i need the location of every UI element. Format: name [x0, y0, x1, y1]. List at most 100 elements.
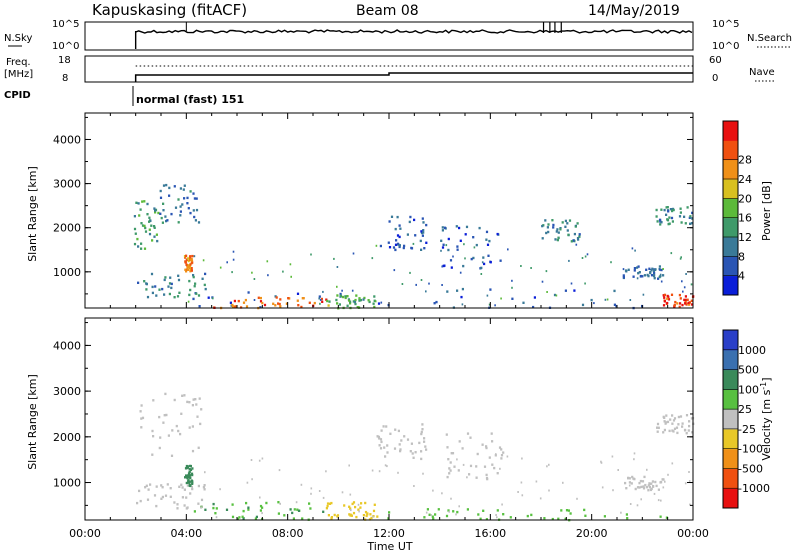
echo-cell — [660, 499, 662, 502]
colorbar-tick-label: 1000 — [738, 344, 766, 357]
echo-cell — [359, 506, 362, 509]
echo-cell — [678, 293, 681, 297]
echo-cell — [278, 302, 281, 306]
echo-cell — [186, 266, 189, 269]
echo-cell — [610, 261, 612, 264]
echo-cell — [656, 426, 659, 429]
echo-cell — [533, 296, 536, 299]
echo-cell — [669, 208, 672, 211]
echo-cell — [655, 484, 658, 488]
echo-cell — [352, 252, 355, 255]
echo-cell — [187, 257, 190, 260]
echo-cell — [292, 517, 295, 520]
echo-cell — [459, 271, 462, 274]
echo-cell — [197, 446, 200, 449]
echo-cell — [441, 284, 443, 286]
echo-cell — [155, 294, 158, 297]
echo-cell — [455, 225, 458, 228]
echo-cell — [547, 223, 550, 226]
echo-cell — [680, 256, 682, 259]
echo-cell — [421, 423, 424, 426]
echo-cell — [355, 515, 358, 519]
echo-cell — [409, 271, 411, 274]
cpid-label: CPID — [4, 90, 31, 101]
echo-cell — [133, 215, 136, 218]
echo-cell — [196, 415, 199, 418]
y-tick-label: 2000 — [53, 222, 81, 235]
echo-cell — [181, 203, 184, 206]
echo-cell — [339, 294, 342, 297]
echo-cell — [160, 497, 163, 500]
echo-cell — [164, 276, 167, 279]
echo-cell — [446, 446, 449, 449]
echo-cell — [648, 267, 651, 270]
echo-cell — [176, 507, 179, 510]
echo-cell — [435, 300, 438, 304]
echo-cell — [425, 511, 428, 514]
echo-cell — [564, 225, 567, 228]
echo-cell — [368, 518, 371, 521]
echo-cell — [539, 497, 542, 500]
echo-cell — [634, 487, 637, 491]
echo-cell — [186, 474, 190, 478]
echo-cell — [461, 447, 464, 450]
echo-cell — [432, 517, 435, 520]
panel-background — [85, 113, 693, 308]
echo-cell — [191, 425, 194, 428]
echo-cell — [219, 266, 222, 269]
echo-cell — [186, 484, 189, 487]
echo-cell — [253, 299, 256, 301]
echo-cell — [632, 275, 635, 278]
echo-cell — [544, 219, 547, 222]
echo-cell — [586, 253, 589, 256]
echo-cell — [647, 489, 650, 492]
echo-cell — [161, 221, 164, 224]
echo-cell — [161, 486, 164, 489]
echo-cell — [576, 497, 578, 500]
echo-cell — [494, 304, 496, 307]
echo-cell — [200, 498, 204, 502]
echo-cell — [414, 451, 417, 454]
colorbar-tick-label: -1000 — [738, 482, 770, 495]
echo-cell — [143, 280, 146, 283]
echo-cell — [247, 506, 250, 509]
echo-cell — [557, 236, 560, 240]
echo-cell — [548, 489, 550, 492]
echo-cell — [509, 516, 512, 519]
echo-cell — [691, 431, 694, 434]
echo-cell — [430, 514, 432, 517]
echo-cell — [576, 222, 579, 225]
x-tick-label: 00:00 — [677, 527, 709, 540]
echo-cell — [671, 462, 674, 465]
echo-cell — [322, 510, 325, 513]
echo-cell — [149, 483, 152, 486]
echo-cell — [148, 232, 152, 236]
echo-cell — [686, 206, 689, 209]
echo-cell — [545, 231, 548, 235]
echo-cell — [180, 412, 183, 415]
echo-cell — [259, 496, 261, 499]
echo-cell — [502, 513, 505, 516]
echo-cell — [671, 414, 674, 417]
echo-cell — [655, 208, 658, 212]
echo-cell — [179, 187, 182, 190]
echo-cell — [689, 215, 692, 218]
echo-cell — [627, 477, 630, 480]
echo-cell — [150, 272, 154, 276]
echo-cell — [187, 300, 190, 303]
echo-cell — [184, 476, 187, 479]
echo-cell — [441, 492, 443, 495]
echo-cell — [346, 295, 349, 298]
echo-cell — [354, 298, 357, 302]
echo-cell — [652, 485, 655, 488]
echo-cell — [189, 492, 192, 495]
echo-cell — [188, 426, 191, 429]
colorbar-tick-label: 16 — [738, 212, 752, 225]
echo-cell — [520, 265, 522, 267]
echo-cell — [496, 516, 498, 519]
echo-cell — [167, 285, 170, 288]
echo-cell — [212, 297, 214, 300]
echo-cell — [656, 430, 659, 433]
echo-cell — [460, 295, 463, 299]
echo-cell — [638, 271, 641, 274]
